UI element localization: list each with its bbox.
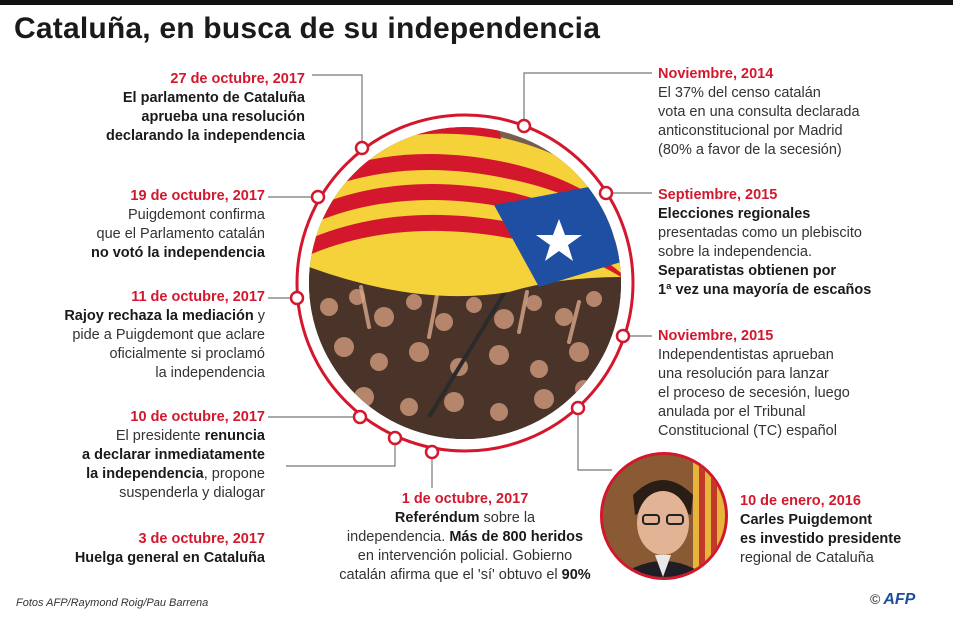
event-oct1: 1 de octubre, 2017 Referéndum sobre la i…: [335, 490, 595, 585]
node-oct27: [354, 140, 370, 156]
event-text: El presidente: [115, 428, 205, 444]
event-date: Noviembre, 2014: [658, 66, 774, 82]
event-nov2015: Noviembre, 2015 Independentistas aprueba…: [658, 327, 850, 441]
event-text: independencia.: [346, 529, 450, 545]
copyright-symbol: ©: [870, 591, 881, 607]
top-rule: [0, 0, 953, 5]
event-text: Separatistas obtienen por: [658, 263, 837, 279]
event-date: 3 de octubre, 2017: [138, 531, 265, 547]
event-text: regional de Cataluña: [740, 550, 874, 566]
event-date: 1 de octubre, 2017: [401, 491, 529, 507]
connector-oct3: [286, 438, 396, 467]
node-oct1: [424, 444, 440, 460]
event-date: Noviembre, 2015: [658, 328, 774, 344]
connector-oct27: [312, 74, 363, 148]
event-text: oficialmente si proclamó: [109, 346, 265, 362]
event-date: 19 de octubre, 2017: [130, 188, 265, 204]
event-text: Puigdemont confirma: [127, 207, 265, 223]
event-oct11: 11 de octubre, 2017 Rajoy rechaza la med…: [64, 288, 265, 383]
event-text: la independencia: [86, 466, 204, 482]
event-text: Independentistas aprueban: [658, 347, 834, 363]
event-date: 27 de octubre, 2017: [170, 71, 305, 87]
event-date: 11 de octubre, 2017: [131, 289, 265, 305]
node-oct3: [387, 430, 403, 446]
event-text: es investido presidente: [740, 531, 902, 547]
event-sep2015: Septiembre, 2015 Elecciones regionales p…: [658, 186, 871, 300]
event-text: el proceso de secesión, luego: [658, 385, 850, 401]
node-oct11: [289, 290, 305, 306]
event-text: sobre la independencia.: [658, 244, 812, 260]
event-date: 10 de enero, 2016: [740, 493, 861, 509]
puigdemont-photo: [600, 452, 728, 580]
event-text: suspenderla y dialogar: [119, 485, 265, 501]
event-date: Septiembre, 2015: [658, 187, 778, 203]
event-nov2014: Noviembre, 2014 El 37% del censo catalán…: [658, 65, 860, 160]
event-text: anulada por el Tribunal: [658, 404, 806, 420]
event-text: Carles Puigdemont: [740, 512, 873, 528]
event-text: Rajoy rechaza la mediación: [64, 308, 254, 324]
event-text: Más de 800 heridos: [449, 529, 584, 545]
event-oct10: 10 de octubre, 2017 El presidente renunc…: [82, 408, 265, 503]
event-text: que aclare: [197, 327, 265, 343]
timeline-circle: [295, 113, 635, 453]
node-sep2015: [598, 185, 614, 201]
node-oct10: [352, 409, 368, 425]
event-text: El parlamento de Cataluña: [122, 90, 305, 106]
event-date: 10 de octubre, 2017: [130, 409, 265, 425]
event-text: (80% a favor de la secesión): [658, 142, 842, 158]
event-text: declarando la independencia: [105, 128, 305, 144]
photo-credit: Fotos AFP/Raymond Roig/Pau Barrena: [16, 597, 209, 609]
connector-nov2014: [523, 72, 652, 126]
event-text: y: [253, 308, 265, 324]
event-text: Huelga general en Cataluña: [74, 550, 265, 566]
event-text: El 37% del censo catalán: [658, 85, 821, 101]
page-title: Cataluña, en busca de su independencia: [14, 12, 601, 45]
portrait-illustration: [603, 455, 725, 577]
event-text: renuncia: [204, 428, 265, 444]
event-text: que el Parlamento catalán: [96, 226, 265, 242]
event-oct3: 3 de octubre, 2017 Huelga general en Cat…: [75, 530, 265, 568]
event-text: presentadas como un plebiscito: [658, 225, 862, 241]
event-text: 1ª vez una mayoría de escaños: [658, 282, 872, 298]
event-text: anticonstitucional por Madrid: [658, 123, 843, 139]
event-text: Constitucional (TC) español: [658, 423, 837, 439]
node-nov2014: [516, 118, 532, 134]
event-text: en intervención policial. Gobierno: [357, 548, 573, 564]
node-jan2016: [570, 400, 586, 416]
event-text: catalán afirma que el 'sí' obtuvo el: [339, 567, 562, 583]
event-text: , propone: [203, 466, 265, 482]
node-nov2015: [615, 328, 631, 344]
event-text: a declarar inmediatamente: [82, 447, 265, 463]
event-text: Elecciones regionales: [658, 206, 811, 222]
node-oct19: [310, 189, 326, 205]
crowd-flag-photo: [309, 127, 621, 439]
event-text: 90%: [561, 567, 591, 583]
connector-jan2016: [577, 408, 612, 471]
event-text: vota en una consulta declarada: [658, 104, 860, 120]
event-text: aprueba una resolución: [141, 109, 305, 125]
event-text: una resolución para lanzar: [658, 366, 829, 382]
afp-logo: © AFP: [870, 591, 915, 609]
event-text: no votó la independencia: [90, 245, 265, 261]
event-text: sobre la: [479, 510, 536, 526]
event-text: pide a Puigdemont: [72, 327, 198, 343]
event-oct19: 19 de octubre, 2017 Puigdemont confirma …: [91, 187, 265, 263]
afp-logo-text: AFP: [883, 591, 916, 608]
event-text: la independencia: [155, 365, 265, 381]
event-jan2016: 10 de enero, 2016 Carles Puigdemont es i…: [740, 492, 901, 568]
event-text: Referéndum: [394, 510, 480, 526]
event-oct27: 27 de octubre, 2017 El parlamento de Cat…: [106, 70, 305, 146]
